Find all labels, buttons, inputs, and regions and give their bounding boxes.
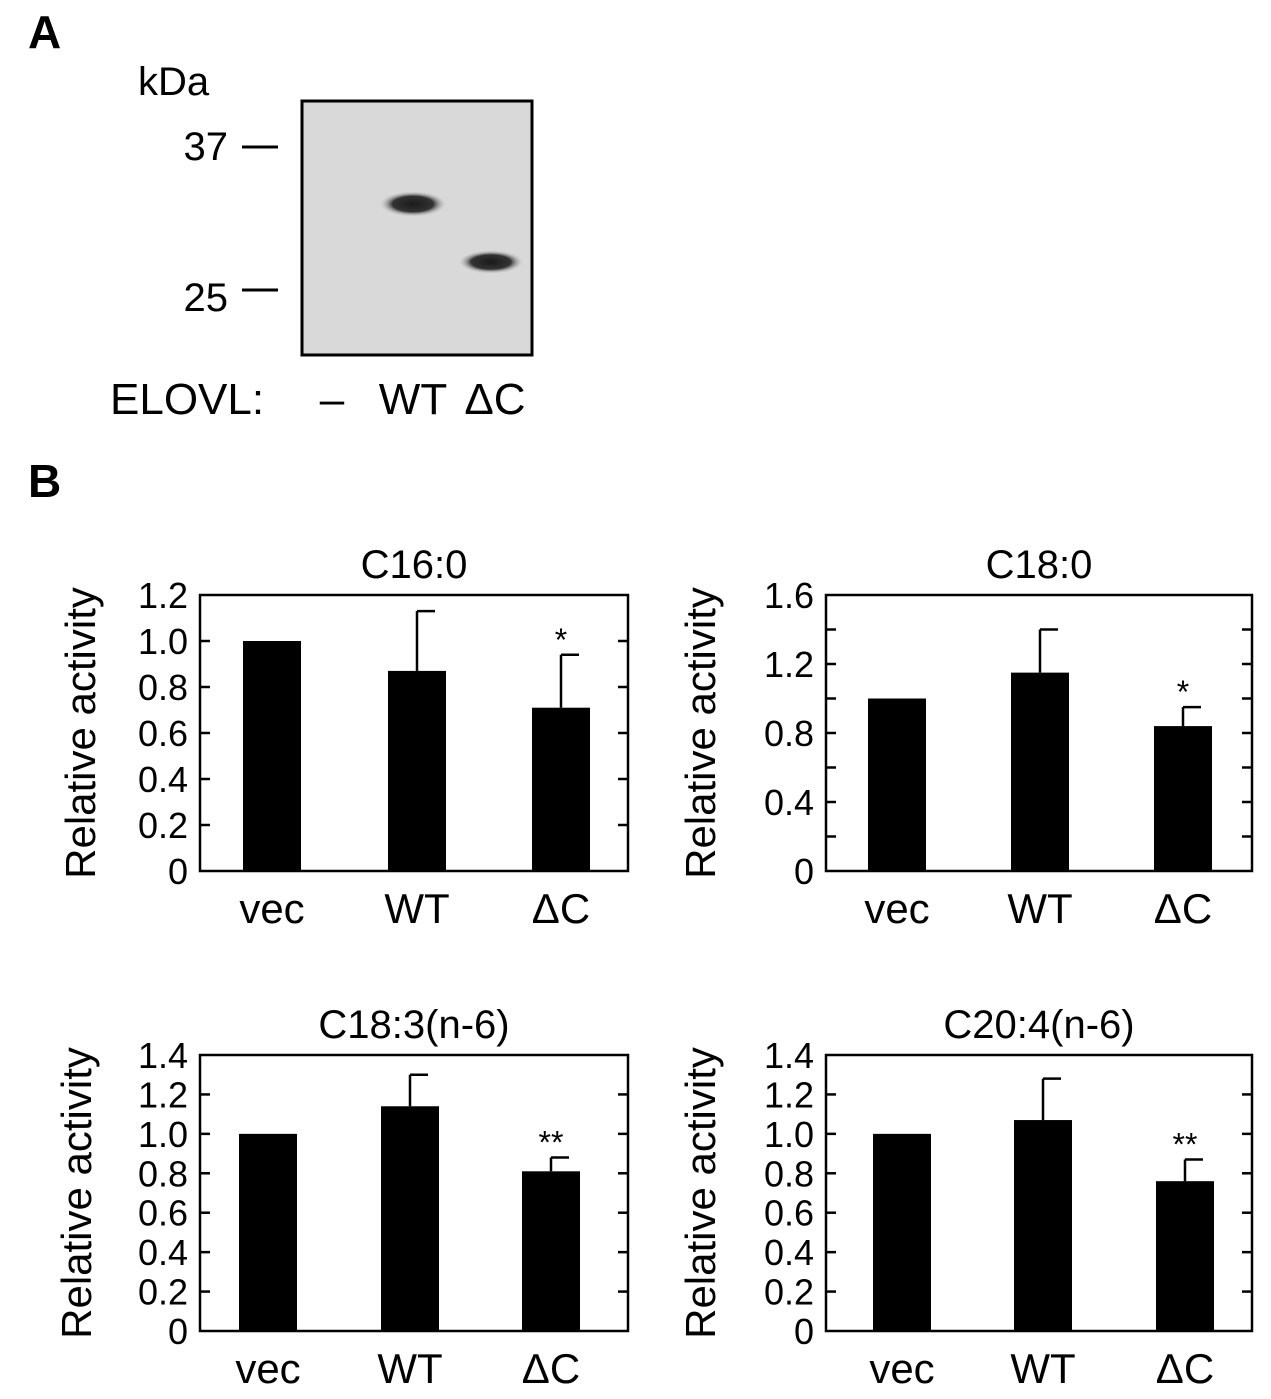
blot-band-wt	[379, 191, 447, 217]
y-tick-label: 0.6	[138, 1193, 188, 1234]
y-tick-label: 0	[168, 1311, 188, 1352]
x-tick-label: WT	[1007, 885, 1072, 932]
bar-ΔC	[522, 1171, 580, 1331]
y-tick-label: 0.4	[138, 759, 188, 800]
chart-title: C20:4(n-6)	[943, 1003, 1134, 1047]
bar-WT	[1011, 672, 1069, 871]
y-tick-label: 1.2	[764, 644, 814, 685]
y-axis-label: Relative activity	[677, 1047, 724, 1339]
lane-label-wt: WT	[379, 375, 447, 424]
bar-vec	[239, 1133, 297, 1331]
kda-label: kDa	[138, 60, 210, 104]
y-tick-label: 1.2	[138, 575, 188, 616]
y-tick-label: 1.4	[138, 1035, 188, 1076]
x-tick-label: WT	[1010, 1345, 1075, 1392]
y-tick-label: 0.8	[138, 667, 188, 708]
y-tick-label: 0.4	[764, 1232, 814, 1273]
elovl-row-label: ELOVL:	[110, 375, 264, 424]
y-tick-label: 1.0	[138, 621, 188, 662]
y-tick-label: 0	[794, 851, 814, 892]
bar-vec	[868, 698, 926, 871]
y-axis-label: Relative activity	[677, 587, 724, 879]
chart-title: C18:0	[986, 543, 1093, 587]
bar-ΔC	[532, 707, 590, 871]
chart-title: C18:3(n-6)	[318, 1003, 509, 1047]
x-tick-label: vec	[869, 1345, 934, 1392]
y-tick-label: 0.2	[138, 1272, 188, 1313]
significance-marker: *	[1177, 674, 1189, 710]
x-tick-label: ΔC	[1154, 885, 1212, 932]
y-axis-label: Relative activity	[53, 1047, 100, 1339]
x-tick-label: ΔC	[532, 885, 590, 932]
panel-b-letter: B	[28, 455, 61, 507]
x-tick-label: vec	[235, 1345, 300, 1392]
lane-label-vector: –	[320, 375, 345, 424]
y-tick-label: 1.2	[138, 1074, 188, 1115]
blot-membrane	[300, 99, 534, 357]
bar-WT	[388, 670, 446, 871]
y-tick-label: 1.0	[138, 1114, 188, 1155]
x-tick-label: vec	[239, 885, 304, 932]
y-tick-label: 0.2	[764, 1272, 814, 1313]
y-axis-label: Relative activity	[57, 587, 104, 879]
significance-marker: **	[1173, 1126, 1198, 1162]
blot-band-delta-c	[458, 250, 524, 274]
significance-marker: *	[555, 622, 567, 658]
y-tick-label: 0.4	[138, 1232, 188, 1273]
y-tick-label: 1.0	[764, 1114, 814, 1155]
x-tick-label: WT	[377, 1345, 442, 1392]
panel-a-letter: A	[28, 6, 61, 58]
lane-label-delta-c: ΔC	[464, 375, 525, 424]
y-tick-label: 0.6	[764, 1193, 814, 1234]
y-tick-label: 0.8	[764, 713, 814, 754]
panel-a-western-blot: A kDa 37 25 ELOVL: – WT ΔC	[28, 6, 534, 424]
marker-37-label: 37	[184, 125, 229, 169]
y-tick-label: 1.4	[764, 1035, 814, 1076]
bar-ΔC	[1156, 1181, 1214, 1331]
y-tick-label: 0.6	[138, 713, 188, 754]
bar-vec	[873, 1133, 931, 1331]
x-tick-label: WT	[384, 885, 449, 932]
x-tick-label: ΔC	[1156, 1345, 1214, 1392]
y-tick-label: 0	[794, 1311, 814, 1352]
bar-WT	[1014, 1120, 1072, 1331]
x-tick-label: ΔC	[522, 1345, 580, 1392]
y-tick-label: 1.6	[764, 575, 814, 616]
chart-2: C18:0 Relative activity 0 0.4 0.8 1.2 1.6 vec WT…	[677, 543, 1254, 932]
y-tick-label: 0.8	[138, 1153, 188, 1194]
chart-3: C18:3(n-6) Relative activity 00.20.40.60.8…	[53, 1003, 630, 1392]
chart-4: C20:4(n-6) Relative activity 00.20.40.60.8…	[677, 1003, 1254, 1392]
bar-vec	[243, 641, 301, 871]
x-tick-label: vec	[864, 885, 929, 932]
y-tick-label: 0.2	[138, 805, 188, 846]
bar-ΔC	[1154, 726, 1212, 871]
chart-1: C16:0 Relative activity 0 0.2 0.4 0.6 0.8 1.0 1.…	[57, 543, 630, 932]
y-tick-label: 1.2	[764, 1074, 814, 1115]
y-tick-label: 0	[168, 851, 188, 892]
y-tick-label: 0.4	[764, 782, 814, 823]
significance-marker: **	[539, 1125, 564, 1161]
marker-25-label: 25	[184, 276, 229, 320]
y-tick-label: 0.8	[764, 1153, 814, 1194]
chart-title: C16:0	[361, 543, 468, 587]
bar-WT	[381, 1106, 439, 1331]
